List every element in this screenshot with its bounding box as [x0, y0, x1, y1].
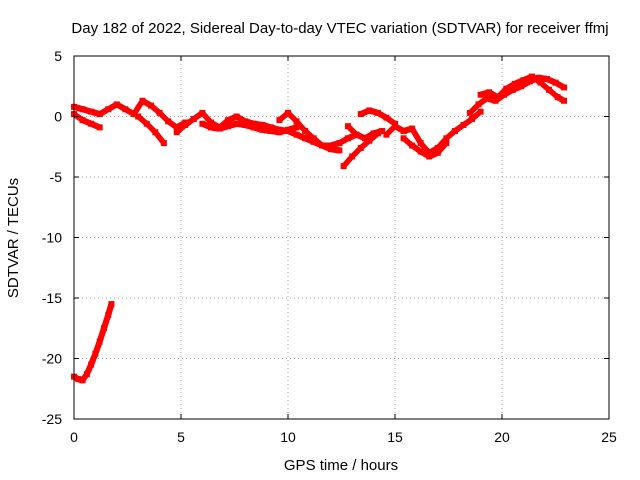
series-track-h — [344, 123, 386, 142]
y-tick-label: 5 — [54, 48, 62, 64]
series-track-k — [400, 135, 450, 160]
series-track-j — [383, 108, 484, 156]
y-tick-label: 0 — [54, 109, 62, 125]
x-tick-label: 20 — [494, 429, 510, 445]
trace-marker — [160, 139, 167, 146]
trace-marker — [560, 84, 567, 91]
trace-marker — [96, 124, 103, 131]
data-points — [71, 73, 568, 384]
trace-marker — [378, 128, 385, 135]
trace-marker — [442, 140, 449, 147]
trace-marker — [560, 97, 567, 104]
y-tick-label: -25 — [42, 411, 62, 427]
y-tick-label: -10 — [42, 230, 62, 246]
trace-marker — [293, 124, 300, 131]
series-track-c — [135, 113, 167, 147]
y-tick-label: -15 — [42, 290, 62, 306]
axis-ticks: 0 5 10 15 20 25 -25 -20 -15 -10 -5 0 5 — [42, 48, 617, 445]
x-tick-label: 10 — [280, 429, 296, 445]
trace-marker — [335, 147, 342, 154]
series-track-m — [477, 73, 568, 104]
series-track-f — [276, 109, 343, 154]
x-axis-label: GPS time / hours — [284, 457, 398, 474]
trace-marker — [108, 301, 115, 308]
series-track-i — [357, 107, 398, 127]
trace-marker — [477, 109, 484, 116]
y-tick-label: -20 — [42, 351, 62, 367]
y-axis-label: SDTVAR / TECUs — [5, 178, 22, 298]
x-tick-label: 0 — [70, 429, 78, 445]
x-tick-label: 15 — [387, 429, 403, 445]
plot-frame — [73, 55, 610, 420]
series-track-e — [199, 120, 300, 136]
x-tick-label: 25 — [601, 429, 617, 445]
x-tick-label: 5 — [177, 429, 185, 445]
y-tick-label: -5 — [50, 169, 63, 185]
series-drop-arc — [71, 301, 115, 384]
chart-title: Day 182 of 2022, Sidereal Day-to-day VTE… — [71, 20, 608, 37]
